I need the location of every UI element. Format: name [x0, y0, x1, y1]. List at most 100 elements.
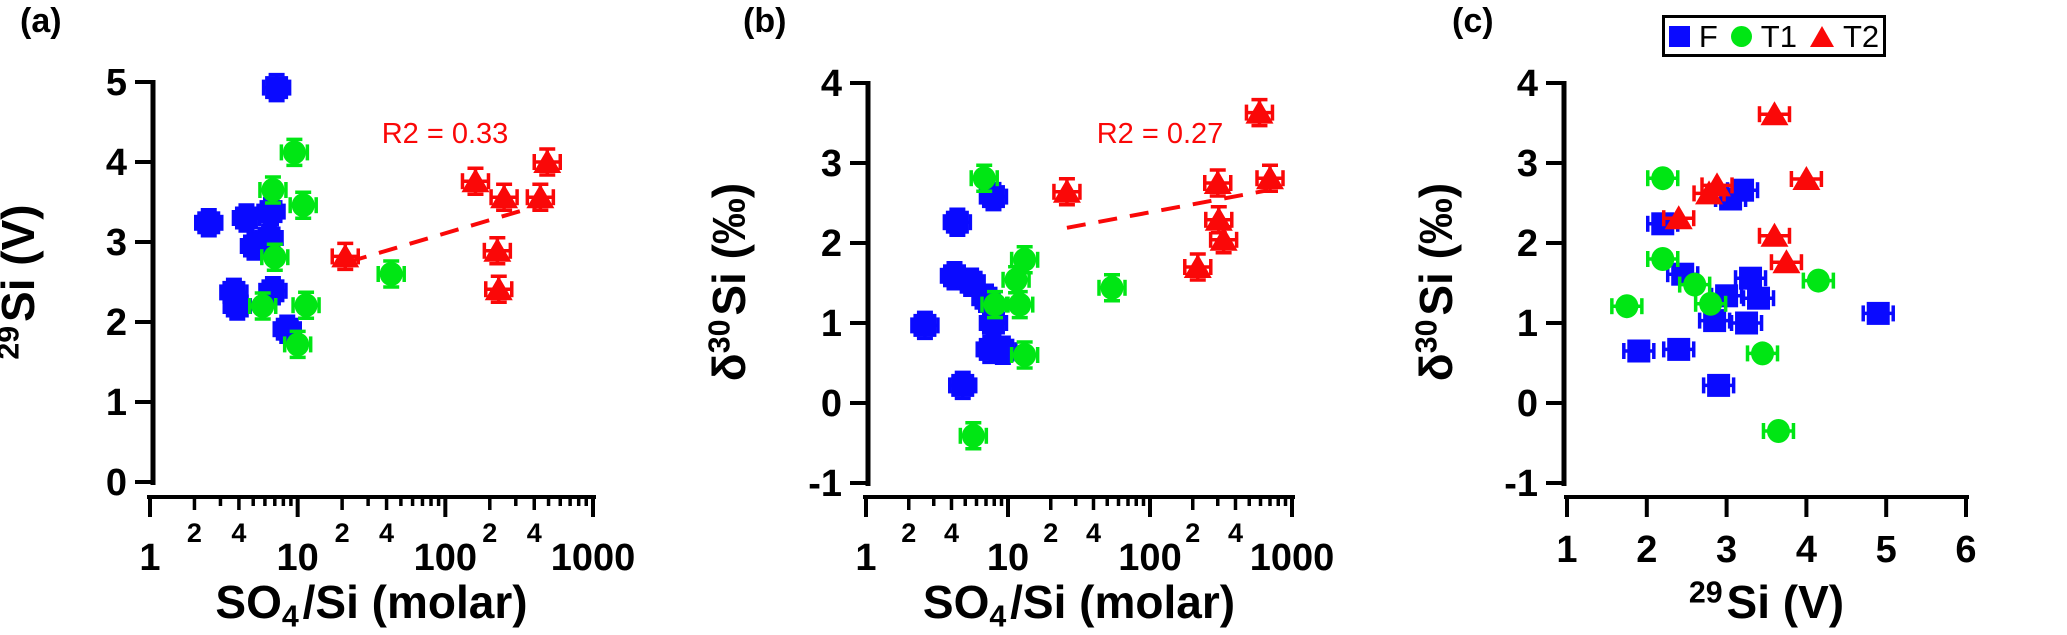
y-tick-label: -1 [1504, 463, 1538, 505]
data-point-circle [379, 262, 403, 286]
data-point-triangle [1052, 178, 1081, 203]
panel-c: -1 0 1 2 3 4 1 2 3 4 5 6 29 Si (V) δ30 Si (‰) [1410, 63, 1977, 628]
data-point-triangle [461, 168, 490, 193]
y-tick-label: -1 [808, 463, 842, 505]
y-tick-label: 2 [821, 223, 842, 265]
data-point-square [1627, 339, 1651, 363]
data-point-triangle [1695, 180, 1724, 205]
y-tick-label: 2 [1517, 223, 1538, 265]
data-point-circle [983, 292, 1007, 317]
panel-label-b: (b) [743, 2, 787, 40]
legend: F T1 T2 [1662, 15, 1886, 57]
data-point-square [225, 294, 249, 318]
legend-item-T2: T2 [1809, 21, 1879, 52]
y-tick-label: 1 [106, 382, 127, 424]
y-tick-label: 2 [106, 302, 127, 344]
y-tick-label: 5 [106, 62, 127, 104]
trend-line [1066, 188, 1269, 230]
data-point-circle [282, 140, 306, 165]
data-point-circle [1699, 291, 1723, 316]
series-T1 [1610, 166, 1836, 443]
legend-item-T1: T1 [1730, 21, 1797, 52]
data-point-square [1667, 337, 1691, 361]
data-point-circle [263, 245, 287, 270]
y-tick-label: 0 [1517, 383, 1538, 425]
data-point-circle [251, 294, 275, 318]
r2-annotation-b: R2 = 0.27 [1096, 118, 1224, 150]
legend-label-F: F [1698, 18, 1718, 54]
data-point-square [991, 338, 1015, 362]
y-tick-label: 3 [821, 143, 842, 185]
x-minor-tick-label: 2 [187, 518, 202, 548]
y-tick-label: 4 [106, 142, 127, 184]
data-point-circle [286, 332, 310, 357]
data-point-circle [1013, 247, 1037, 272]
x-tick-label: 5 [1876, 529, 1897, 571]
series-F [1622, 178, 1895, 397]
x-minor-tick-label: 4 [1228, 518, 1243, 548]
data-point-square [259, 200, 283, 224]
data-point-triangle [533, 149, 562, 173]
legend-item-F: F [1668, 18, 1718, 54]
data-point-circle [291, 193, 315, 218]
data-point-triangle [1183, 254, 1212, 278]
x-tick-label: 2 [1636, 529, 1657, 571]
x-tick-label: 10 [277, 537, 319, 579]
y-axis-title: δ30 Si (‰) [703, 183, 755, 381]
x-axis-title: 29 Si (V) [1689, 576, 1844, 628]
y-axis-title: 29 Si (V) [0, 204, 44, 359]
data-point-triangle [1245, 99, 1274, 124]
x-minor-tick-label: 2 [1185, 518, 1200, 548]
series-T1 [958, 163, 1127, 451]
y-tick-label: 4 [1517, 63, 1538, 105]
x-tick-label: 100 [1118, 537, 1181, 579]
series-T2 [1052, 97, 1285, 282]
data-point-square [1731, 178, 1755, 202]
data-point-square [265, 76, 289, 100]
data-point-triangle [1256, 165, 1285, 190]
series-F [194, 72, 302, 344]
x-tick-label: 100 [414, 537, 477, 579]
data-point-circle [1751, 341, 1775, 366]
panel-label-a: (a) [20, 2, 62, 40]
x-minor-tick-label: 4 [231, 518, 246, 548]
data-point-circle [1806, 268, 1830, 293]
data-point-square [1739, 266, 1763, 290]
data-point-circle [1100, 275, 1124, 300]
data-point-square [1707, 373, 1731, 397]
data-point-triangle [484, 276, 513, 301]
x-minor-tick-label: 2 [1043, 518, 1058, 548]
x-tick-label: 1000 [1250, 537, 1335, 579]
data-point-circle [961, 423, 985, 448]
x-tick-label: 1 [855, 537, 876, 579]
data-point-square [951, 373, 975, 397]
x-tick-label: 1 [1556, 529, 1577, 571]
y-tick-label: 1 [821, 303, 842, 345]
data-point-square [913, 313, 937, 337]
y-tick-label: 3 [106, 222, 127, 264]
trend-line [347, 204, 538, 264]
x-tick-label: 1000 [551, 537, 636, 579]
x-minor-tick-label: 2 [482, 518, 497, 548]
data-point-square [1735, 311, 1759, 335]
y-tick-label: 3 [1517, 143, 1538, 185]
data-point-circle [1004, 267, 1028, 292]
series-T2 [1661, 101, 1824, 274]
x-minor-tick-label: 2 [901, 518, 916, 548]
x-minor-tick-label: 4 [527, 518, 542, 548]
x-tick-label: 4 [1796, 529, 1817, 571]
x-minor-tick-label: 2 [335, 518, 350, 548]
data-point-triangle [483, 237, 512, 262]
blue-square-icon [1668, 25, 1690, 47]
x-axis-title: SO4 /Si (molar) [923, 576, 1235, 633]
panel-label-c: (c) [1452, 2, 1494, 40]
x-tick-label: 3 [1716, 529, 1737, 571]
x-minor-tick-label: 4 [1086, 518, 1101, 548]
data-point-circle [1766, 419, 1790, 443]
data-point-circle [1013, 343, 1037, 367]
y-axis-title: δ30 Si (‰) [1410, 183, 1462, 381]
y-tick-label: 0 [821, 383, 842, 425]
data-point-triangle [1760, 222, 1789, 247]
